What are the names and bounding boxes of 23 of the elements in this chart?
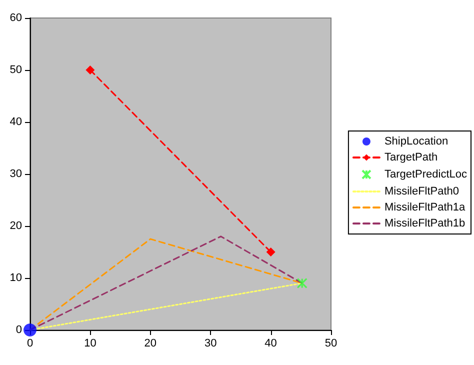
point xyxy=(296,278,308,288)
y-tick-label: 30 xyxy=(10,168,22,180)
y-tick-label: 20 xyxy=(10,220,22,232)
legend-label: TargetPredictLoc xyxy=(384,168,468,180)
y-tick-label: 0 xyxy=(16,324,22,336)
x-tick-label: 40 xyxy=(264,338,277,350)
x-tick-label: 20 xyxy=(144,338,157,350)
point xyxy=(24,324,36,336)
point xyxy=(86,66,95,74)
y-tick-label: 50 xyxy=(10,64,22,76)
x-tick-label: 50 xyxy=(324,338,338,350)
y-tick-label: 60 xyxy=(10,12,22,24)
legend-label: MissileFltPath1b xyxy=(384,218,466,230)
point xyxy=(266,248,276,256)
legend-label: MissileFltPath1a xyxy=(384,202,466,214)
legend-label: ShipLocation xyxy=(384,136,448,148)
y-tick-label: 40 xyxy=(10,116,22,128)
x-tick-label: 10 xyxy=(84,338,96,350)
y-tick-label: 10 xyxy=(10,272,22,284)
x-tick-label: 0 xyxy=(26,338,34,350)
x-tick-label: 30 xyxy=(204,338,217,350)
legend-label: MissileFltPath0 xyxy=(384,186,460,198)
legend-label: TargetPath xyxy=(384,152,438,164)
